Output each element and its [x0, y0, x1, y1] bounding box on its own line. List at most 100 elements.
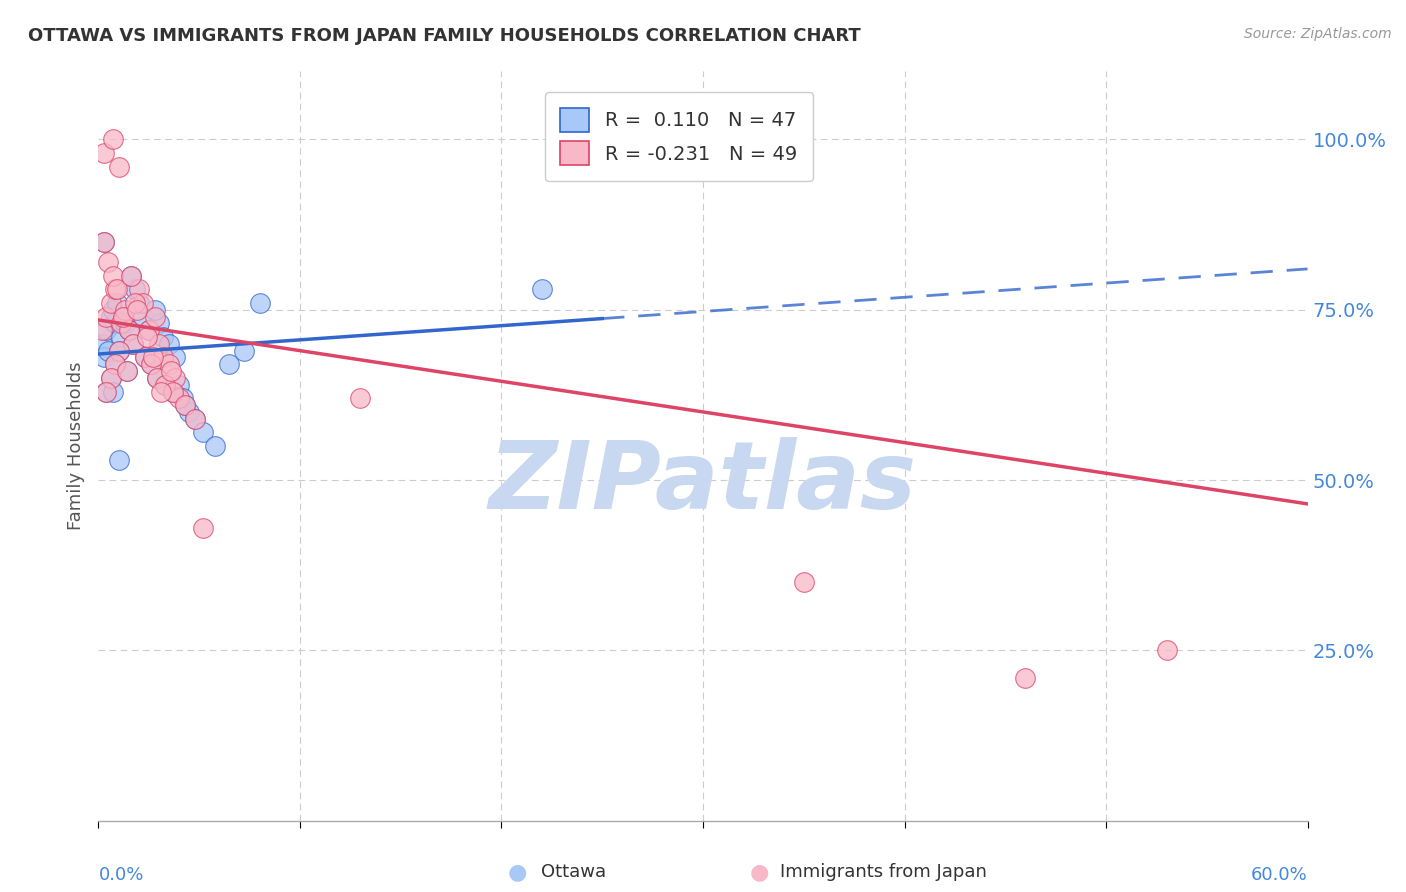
Point	[152, 330, 174, 344]
Point	[93, 351, 115, 365]
Point	[118, 323, 141, 337]
Point	[152, 351, 174, 365]
Text: 0.0%: 0.0%	[98, 865, 143, 884]
Point	[125, 302, 148, 317]
Point	[163, 371, 186, 385]
Point	[148, 317, 170, 331]
Point	[1014, 671, 1036, 685]
Point	[101, 132, 124, 146]
Point	[530, 282, 553, 296]
Point	[184, 411, 207, 425]
Point	[100, 371, 122, 385]
Point	[124, 296, 146, 310]
Point	[138, 323, 160, 337]
Point	[100, 310, 122, 324]
Point	[107, 343, 129, 358]
Legend: R =  0.110   N = 47, R = -0.231   N = 49: R = 0.110 N = 47, R = -0.231 N = 49	[544, 92, 813, 180]
Point	[132, 310, 155, 324]
Point	[96, 323, 118, 337]
Point	[218, 357, 240, 371]
Point	[107, 343, 129, 358]
Point	[121, 336, 143, 351]
Point	[146, 371, 169, 385]
Point	[167, 392, 190, 406]
Point	[121, 336, 143, 351]
Text: Source: ZipAtlas.com: Source: ZipAtlas.com	[1244, 27, 1392, 41]
Point	[105, 296, 128, 310]
Point	[162, 384, 184, 399]
Point	[115, 364, 138, 378]
Point	[101, 268, 124, 283]
Point	[142, 351, 165, 365]
Point	[184, 411, 207, 425]
Text: OTTAWA VS IMMIGRANTS FROM JAPAN FAMILY HOUSEHOLDS CORRELATION CHART: OTTAWA VS IMMIGRANTS FROM JAPAN FAMILY H…	[28, 27, 860, 45]
Point	[110, 317, 132, 331]
Point	[162, 384, 184, 399]
Point	[128, 296, 150, 310]
Text: Immigrants from Japan: Immigrants from Japan	[780, 863, 987, 881]
Text: 60.0%: 60.0%	[1251, 865, 1308, 884]
Point	[134, 351, 156, 365]
Point	[179, 405, 201, 419]
Point	[139, 357, 162, 371]
Point	[97, 255, 120, 269]
Point	[91, 323, 114, 337]
Point	[146, 371, 169, 385]
Point	[153, 377, 176, 392]
Point	[96, 384, 118, 399]
Point	[135, 330, 157, 344]
Text: ●: ●	[749, 863, 769, 882]
Point	[138, 323, 160, 337]
Point	[114, 317, 136, 331]
Y-axis label: Family Households: Family Households	[66, 362, 84, 530]
Text: Ottawa: Ottawa	[541, 863, 606, 881]
Point	[153, 377, 176, 392]
Point	[115, 364, 138, 378]
Point	[93, 235, 115, 249]
Point	[96, 310, 118, 324]
Point	[114, 302, 136, 317]
Point	[249, 296, 271, 310]
Point	[105, 282, 128, 296]
Point	[118, 323, 141, 337]
Text: ●: ●	[508, 863, 527, 882]
Point	[103, 357, 125, 371]
Point	[103, 357, 125, 371]
Point	[120, 268, 142, 283]
Point	[134, 351, 156, 365]
Point	[93, 235, 115, 249]
Point	[93, 146, 115, 161]
Point	[204, 439, 226, 453]
Point	[101, 302, 124, 317]
Point	[111, 310, 134, 324]
Point	[120, 268, 142, 283]
Point	[163, 351, 186, 365]
Point	[149, 384, 172, 399]
Point	[193, 521, 215, 535]
Point	[349, 392, 371, 406]
Point	[107, 160, 129, 174]
Point	[148, 336, 170, 351]
Point	[174, 398, 197, 412]
Point	[103, 317, 125, 331]
Point	[232, 343, 254, 358]
Point	[128, 282, 150, 296]
Point	[91, 336, 114, 351]
Point	[174, 398, 197, 412]
Point	[111, 310, 134, 324]
Point	[103, 282, 125, 296]
Point	[124, 282, 146, 296]
Point	[193, 425, 215, 440]
Point	[100, 296, 122, 310]
Point	[172, 392, 194, 406]
Point	[1156, 643, 1178, 657]
Point	[97, 343, 120, 358]
Point	[793, 575, 815, 590]
Point	[96, 384, 118, 399]
Point	[157, 357, 180, 371]
Point	[101, 384, 124, 399]
Point	[157, 336, 180, 351]
Text: ZIPatlas: ZIPatlas	[489, 437, 917, 530]
Point	[139, 357, 162, 371]
Point	[167, 377, 190, 392]
